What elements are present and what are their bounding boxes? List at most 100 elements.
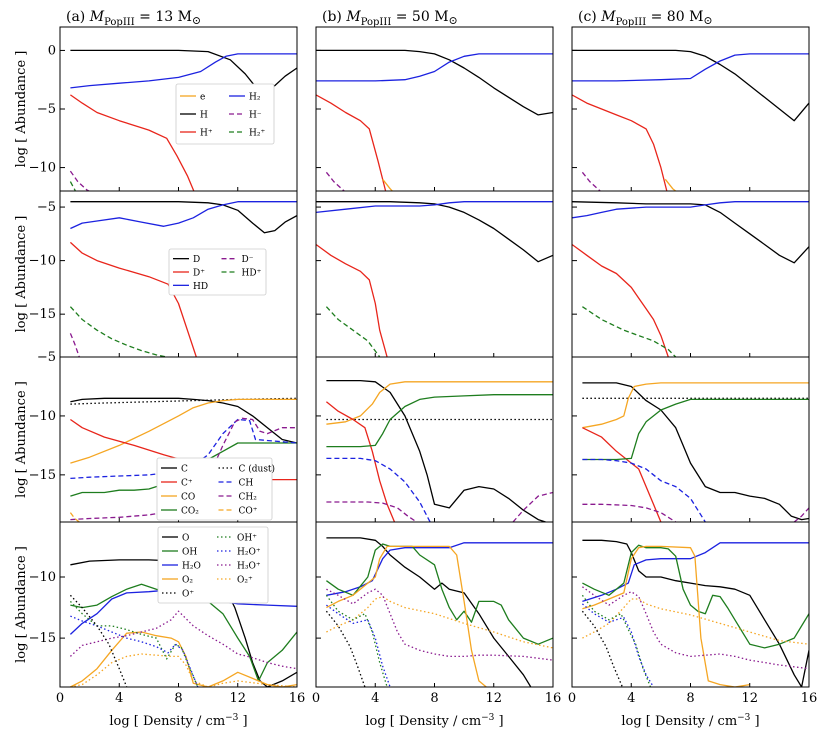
legend-label: H⁺ xyxy=(200,129,213,139)
series-D⁺ xyxy=(316,243,388,357)
series-H xyxy=(70,49,297,91)
panel-deuterium-b xyxy=(315,190,554,358)
x-tick-label: 12 xyxy=(741,691,758,706)
x-axis-label: log [ Density / cm−3 ] xyxy=(365,713,503,729)
series-D⁺ xyxy=(69,241,197,357)
series-H₃O⁺ xyxy=(69,610,297,670)
legend-oxygen: O OH⁺ OH H₂O⁺ H₂O H₃O⁺ O₂ O₂⁺ O⁺ xyxy=(157,526,269,604)
y-tick-label: −10 xyxy=(29,254,56,269)
series-OH⁺ xyxy=(325,594,388,687)
series-e xyxy=(382,178,394,191)
legend-label: HD⁺ xyxy=(242,269,262,279)
legend-label: OH⁺ xyxy=(237,534,257,544)
series-OH xyxy=(582,544,809,649)
y-tick-label: −10 xyxy=(29,570,56,585)
series-CH xyxy=(582,458,706,522)
series-H₂O⁺ xyxy=(581,603,655,687)
legend-hydrogen: e H₂ H H⁻ H⁺ H₂⁺ xyxy=(175,83,275,145)
x-tick-label: 0 xyxy=(56,691,64,706)
series-D⁺ xyxy=(572,243,669,357)
panel-frame xyxy=(315,26,554,192)
panel-frame xyxy=(571,356,810,523)
series-HD xyxy=(316,201,553,214)
series-group xyxy=(325,537,553,687)
legend-label: C⁺ xyxy=(181,479,193,489)
x-tick-label: 16 xyxy=(289,691,306,706)
series-H xyxy=(316,49,553,116)
y-tick-label: −15 xyxy=(29,307,56,322)
panel-hydrogen-b xyxy=(315,26,554,192)
x-tick-label: 8 xyxy=(430,691,438,706)
x-tick-label: 8 xyxy=(174,691,182,706)
x-tick-label: 0 xyxy=(312,691,320,706)
series-H₂ xyxy=(70,53,297,89)
series-HD⁺ xyxy=(69,306,167,357)
series-H₃O⁺ xyxy=(326,588,553,661)
series-group xyxy=(69,201,297,357)
series-O⁺ xyxy=(69,594,128,687)
legend-carbon: C C (dust) C⁺ CH CO CH₂ CO₂ CO⁺ xyxy=(156,457,276,521)
series-H₃O⁺ xyxy=(582,586,809,670)
series-group xyxy=(572,49,809,191)
series-O₂⁺ xyxy=(70,653,297,687)
series-D⁻ xyxy=(69,333,80,357)
legend-label: D⁺ xyxy=(193,269,205,279)
series-CO₂ xyxy=(326,394,553,448)
legend-label: D⁻ xyxy=(242,255,254,265)
legend-label: H⁻ xyxy=(249,111,262,121)
y-tick-label: 0 xyxy=(48,43,56,58)
series-H₂O xyxy=(326,542,553,596)
y-tick-label: −5 xyxy=(37,200,56,215)
panel-title-a: (a) MPopIII = 13 M⊙ xyxy=(66,9,201,28)
legend-label: O⁺ xyxy=(182,590,194,600)
series-H⁺ xyxy=(316,94,387,191)
legend-box xyxy=(156,457,273,521)
legend-label: C (dust) xyxy=(239,464,276,475)
series-O₂ xyxy=(582,545,750,687)
series-CH xyxy=(70,418,297,480)
series-C⁺ xyxy=(582,427,662,522)
series-e xyxy=(664,178,677,191)
x-tick-label: 12 xyxy=(229,691,246,706)
legend-label: CH₂ xyxy=(239,493,258,503)
x-tick-label: 8 xyxy=(686,691,694,706)
legend-label: H xyxy=(200,111,208,121)
legend-label: OH xyxy=(182,548,197,558)
legend-label: H₃O⁺ xyxy=(237,562,261,572)
series-H₂O⁺ xyxy=(70,615,199,687)
series-H₂O⁺ xyxy=(326,604,391,687)
legend-label: H₂O xyxy=(182,562,201,572)
series-CO xyxy=(582,382,809,429)
series-CH₂ xyxy=(70,417,297,521)
series-CO₂ xyxy=(582,398,809,461)
series-group xyxy=(572,201,809,357)
y-tick-label: −15 xyxy=(29,631,56,646)
legend-label: H₂⁺ xyxy=(249,129,265,139)
legend-label: D xyxy=(193,255,200,265)
series-group xyxy=(316,49,553,191)
series-H₂⁺ xyxy=(69,181,77,191)
series-H₂ xyxy=(316,53,553,82)
series-H⁺ xyxy=(572,94,668,191)
x-tick-label: 0 xyxy=(568,691,576,706)
y-tick-label: −10 xyxy=(29,161,56,176)
series-C xyxy=(326,379,546,522)
y-axis-label: log [ Abundance ] xyxy=(14,546,29,663)
series-D xyxy=(70,201,297,234)
series-CH₂ (high) xyxy=(512,491,553,522)
y-tick-label: −5 xyxy=(37,102,56,117)
legend-label: CO⁺ xyxy=(239,507,258,517)
series-O⁺ xyxy=(581,610,623,687)
legend-label: CO xyxy=(181,493,195,503)
legend-box xyxy=(168,248,267,296)
panel-title-b: (b) MPopIII = 50 M⊙ xyxy=(322,9,458,28)
series-OH xyxy=(326,543,553,645)
x-tick-label: 16 xyxy=(801,691,818,706)
legend-label: O xyxy=(182,534,189,544)
x-axis-label: log [ Density / cm−3 ] xyxy=(621,713,759,729)
panel-frame xyxy=(571,190,810,358)
panel-title-c: (c) MPopIII = 80 M⊙ xyxy=(578,9,713,28)
legend-label: O₂⁺ xyxy=(237,576,253,586)
series-D xyxy=(572,201,809,264)
